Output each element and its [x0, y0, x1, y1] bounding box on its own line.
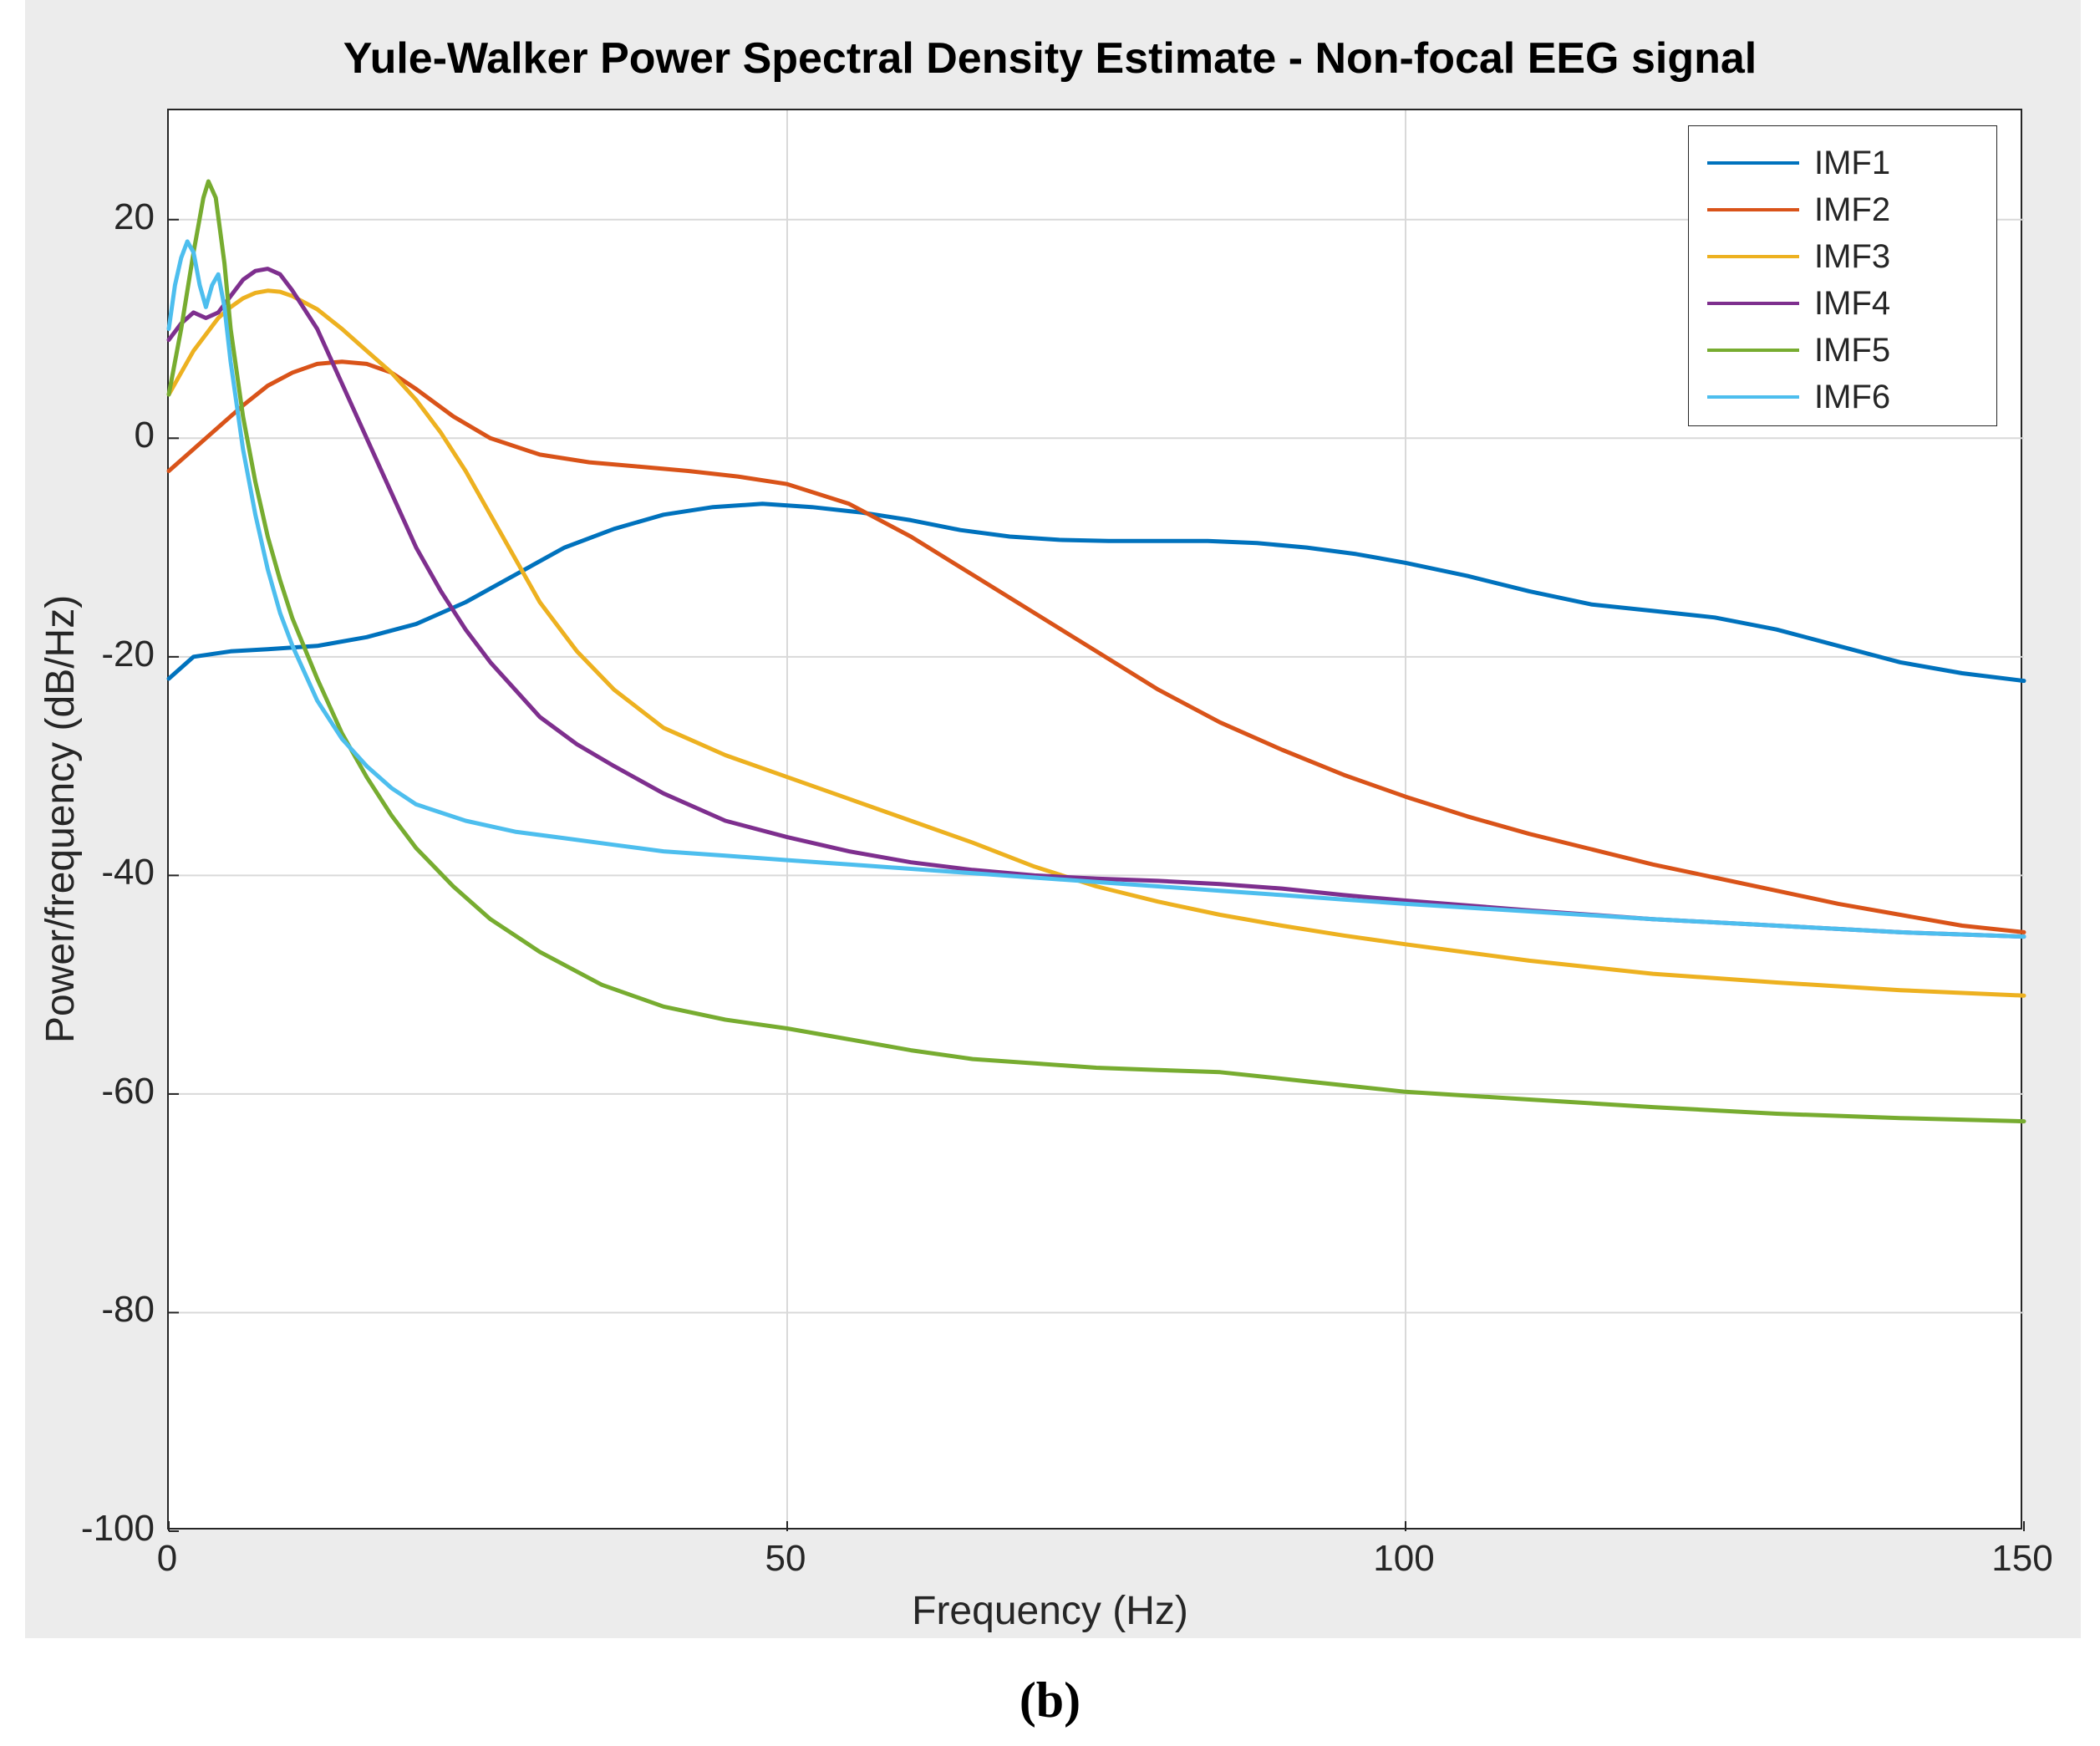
legend-label: IMF4	[1814, 285, 1890, 323]
y-tick-label: -80	[58, 1289, 155, 1331]
legend-item-IMF4: IMF4	[1707, 280, 1890, 327]
chart-title: Yule-Walker Power Spectral Density Estim…	[0, 33, 2100, 84]
legend-swatch-icon	[1707, 208, 1799, 211]
legend-item-IMF6: IMF6	[1707, 374, 1890, 420]
x-tick-label: 100	[1354, 1538, 1454, 1580]
x-tick-label: 50	[735, 1538, 836, 1580]
y-axis-label: Power/frequency (dB/Hz)	[38, 595, 84, 1043]
legend-item-IMF3: IMF3	[1707, 233, 1890, 280]
y-tick-label: -60	[58, 1071, 155, 1112]
legend-swatch-icon	[1707, 349, 1799, 352]
y-tick-label: 20	[58, 196, 155, 238]
legend-label: IMF3	[1814, 238, 1890, 276]
subplot-label: (b)	[0, 1672, 2100, 1729]
legend-swatch-icon	[1707, 395, 1799, 399]
legend-swatch-icon	[1707, 161, 1799, 165]
x-tick-label: 150	[1972, 1538, 2072, 1580]
y-tick-label: 0	[58, 415, 155, 456]
legend-swatch-icon	[1707, 255, 1799, 258]
y-tick-label: -100	[58, 1508, 155, 1550]
series-IMF2	[169, 362, 2024, 933]
legend-label: IMF1	[1814, 145, 1890, 182]
legend-label: IMF2	[1814, 191, 1890, 229]
series-IMF1	[169, 504, 2024, 681]
legend-item-IMF2: IMF2	[1707, 186, 1890, 233]
legend-swatch-icon	[1707, 302, 1799, 305]
legend-item-IMF1: IMF1	[1707, 140, 1890, 186]
legend-label: IMF5	[1814, 332, 1890, 369]
legend-item-IMF5: IMF5	[1707, 327, 1890, 374]
legend-label: IMF6	[1814, 379, 1890, 416]
figure-wrap: Yule-Walker Power Spectral Density Estim…	[0, 0, 2100, 1746]
legend: IMF1 IMF2 IMF3 IMF4 IMF5 IMF6	[1688, 125, 1997, 426]
x-axis-label: Frequency (Hz)	[0, 1588, 2100, 1634]
